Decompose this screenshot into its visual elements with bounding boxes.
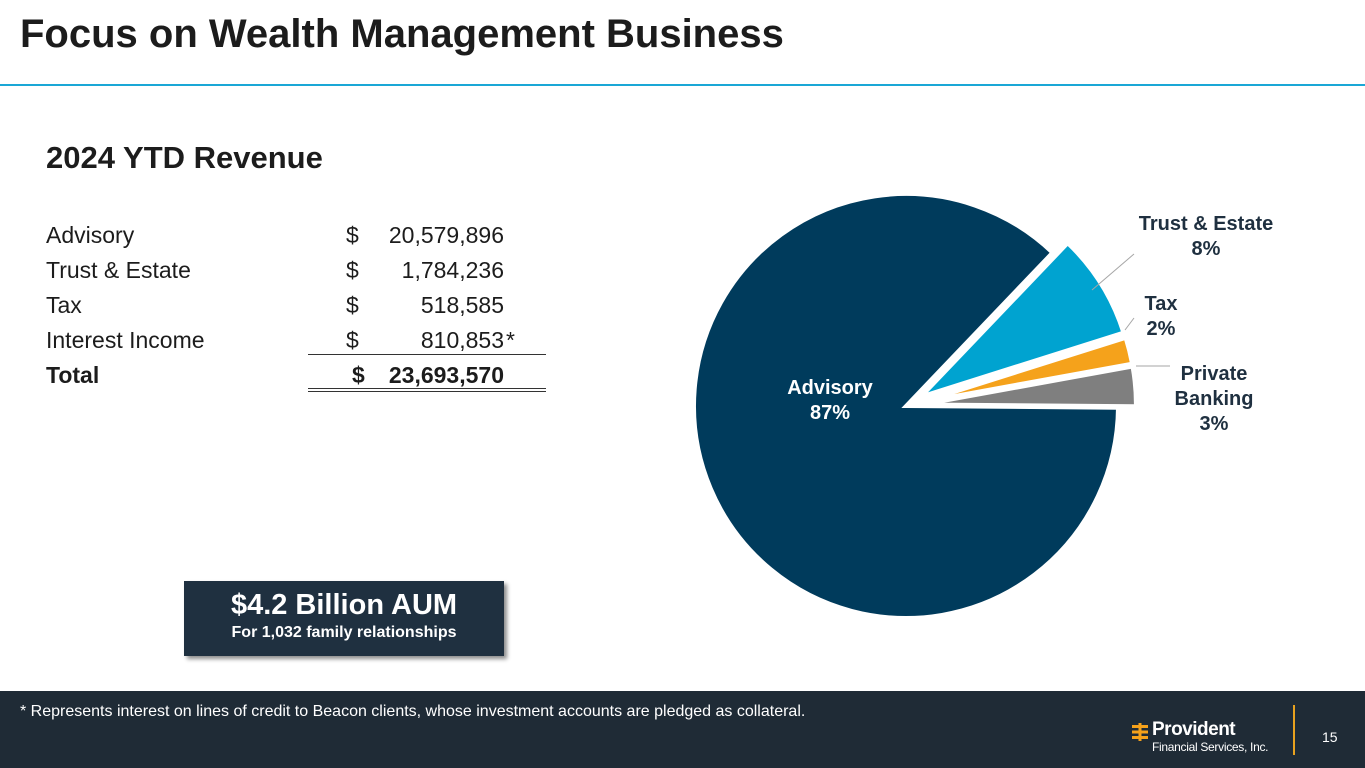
data-label-private-banking: Private Banking 3% <box>1175 363 1254 435</box>
pie-slice-advisory <box>692 192 1121 620</box>
slide-title: Focus on Wealth Management Business <box>20 12 784 56</box>
aum-callout: $4.2 Billion AUM For 1,032 family relati… <box>184 581 504 656</box>
subtotal-rule <box>308 354 546 355</box>
revenue-pie-chart: Advisory 87% Trust & Estate 8% Tax 2% Private B… <box>692 192 1273 620</box>
revenue-table: Advisory $ 20,579,896 Trust & Estate $ 1… <box>46 218 546 393</box>
footnote: * Represents interest on lines of credit… <box>20 703 806 720</box>
total-double-rule-bottom <box>308 391 546 392</box>
revenue-row-amount: 518,585 <box>420 292 504 318</box>
company-logo: Provident Financial Services, Inc. <box>1130 719 1280 755</box>
revenue-row-label: Interest Income <box>46 327 205 353</box>
logo-name: Provident <box>1152 719 1236 740</box>
pie-slice-tax <box>922 335 1135 404</box>
revenue-total-amount: 23,693,570 <box>388 362 504 388</box>
revenue-row-amount: 810,853 <box>420 327 504 353</box>
aum-detail: For 1,032 family relationships <box>231 624 457 641</box>
data-label-tax: Tax 2% <box>1145 293 1178 340</box>
revenue-total-label: Total <box>46 362 100 388</box>
data-label-trust-and-estate: Trust & Estate 8% <box>1139 213 1273 260</box>
revenue-row-trust-estate: Trust & Estate $ 1,784,236 <box>46 253 546 288</box>
revenue-row-label: Tax <box>46 292 82 318</box>
revenue-row-currency: $ <box>346 222 359 248</box>
revenue-row-label: Advisory <box>46 222 135 248</box>
data-label-advisory: Advisory 87% <box>787 377 873 424</box>
title-divider <box>0 84 1365 86</box>
pie-slice-trust-and-estate <box>919 240 1126 399</box>
footer-bar: * Represents interest on lines of credit… <box>0 691 1365 768</box>
revenue-row-amount: 1,784,236 <box>401 257 504 283</box>
leader-line-tax <box>1124 317 1135 331</box>
total-double-rule-top <box>308 388 546 389</box>
provident-emblem-icon <box>1132 723 1148 741</box>
revenue-row-currency: $ <box>346 292 359 318</box>
revenue-row-label: Trust & Estate <box>46 257 191 283</box>
revenue-row-tax: Tax $ 518,585 <box>46 288 546 323</box>
footer-divider <box>1293 705 1295 755</box>
logo-subtitle: Financial Services, Inc. <box>1152 740 1269 754</box>
leader-line-trust-and-estate <box>1091 253 1135 291</box>
revenue-row-advisory: Advisory $ 20,579,896 <box>46 218 546 253</box>
revenue-row-currency: $ <box>346 257 359 283</box>
page-number: 15 <box>1322 729 1338 745</box>
pie-slice-private-banking <box>923 364 1138 409</box>
revenue-row-interest-income: Interest Income $ 810,853 * <box>46 323 546 358</box>
revenue-row-amount: 20,579,896 <box>388 222 504 248</box>
revenue-row-total: Total $ 23,693,570 <box>46 358 546 393</box>
revenue-heading: 2024 YTD Revenue <box>46 140 323 175</box>
revenue-total-currency: $ <box>352 362 365 388</box>
aum-headline: $4.2 Billion AUM <box>230 589 458 621</box>
revenue-row-footnote-mark: * <box>506 327 515 353</box>
revenue-row-currency: $ <box>346 327 359 353</box>
